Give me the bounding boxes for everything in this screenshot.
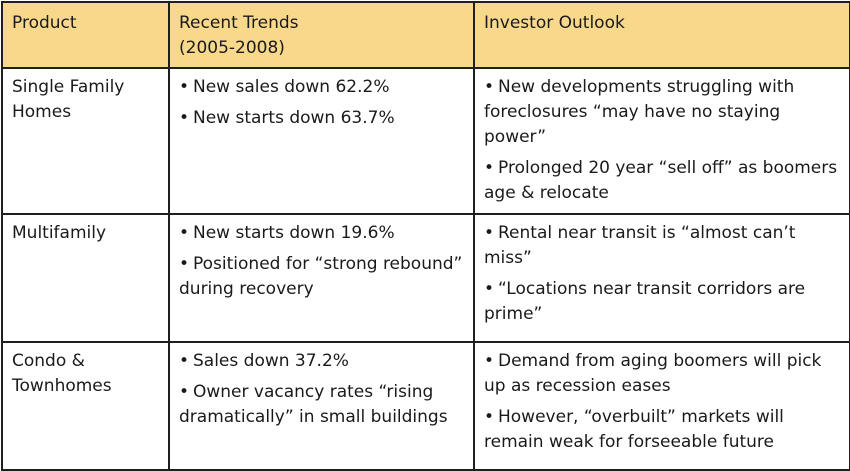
header-investor-outlook-label: Investor Outlook: [484, 13, 625, 33]
bullet-icon: •: [179, 254, 190, 274]
bullet-icon: •: [179, 351, 190, 371]
outlook-bullet: • Rental near transit is “almost can’t mi…: [484, 221, 841, 271]
bullet-icon: •: [179, 223, 190, 243]
outlook-cell: • Rental near transit is “almost can’t mi…: [473, 213, 850, 343]
outlook-bullet: • Prolonged 20 year “sell off” as boomers…: [484, 156, 841, 206]
table-row: Condo & Townhomes • Sales down 37.2% • Owner …: [1, 341, 850, 471]
trend-bullet-text: New starts down 19.6%: [193, 223, 395, 243]
outlook-bullet-text: Demand from aging boomers will pick up a…: [484, 351, 822, 396]
bullet-icon: •: [179, 77, 190, 97]
header-recent-trends: Recent Trends (2005-2008): [168, 1, 475, 69]
trend-bullet-text: New sales down 62.2%: [193, 77, 390, 97]
header-product: Product: [1, 1, 170, 69]
trend-cell: • New starts down 19.6% • Positioned for “s…: [168, 213, 475, 343]
outlook-bullet: • Demand from aging boomers will pick up …: [484, 349, 841, 399]
trend-bullet: • Sales down 37.2%: [179, 349, 465, 374]
outlook-bullet-text: Prolonged 20 year “sell off” as boomers …: [484, 158, 838, 203]
bullet-icon: •: [484, 279, 495, 299]
header-product-label: Product: [12, 13, 77, 33]
product-label-line: Homes: [12, 102, 72, 122]
outlook-bullet-text: New developments struggling with foreclo…: [484, 77, 795, 147]
trend-bullet: • New sales down 62.2%: [179, 75, 465, 100]
trend-bullet: • Positioned for “strong rebound” during …: [179, 252, 465, 302]
outlook-bullet: • However, “overbuilt” markets will remai…: [484, 405, 841, 455]
bullet-icon: •: [484, 158, 495, 178]
trend-bullet-text: New starts down 63.7%: [193, 108, 395, 128]
bullet-icon: •: [484, 407, 495, 427]
product-label-line: Single Family: [12, 77, 125, 97]
product-cell: Single Family Homes: [1, 67, 170, 215]
table-body: Single Family Homes • New sales down 62.2% •…: [1, 67, 850, 471]
product-cell: Multifamily: [1, 213, 170, 343]
trend-cell: • New sales down 62.2% • New starts down 63…: [168, 67, 475, 215]
trend-bullet: • New starts down 19.6%: [179, 221, 465, 246]
trend-bullet-text: Sales down 37.2%: [193, 351, 349, 371]
header-recent-trends-period: (2005-2008): [179, 38, 285, 58]
outlook-bullet-text: Rental near transit is “almost can’t mis…: [484, 223, 796, 268]
header-recent-trends-label: Recent Trends: [179, 13, 299, 33]
product-cell: Condo & Townhomes: [1, 341, 170, 471]
outlook-bullet: • “Locations near transit corridors are p…: [484, 277, 841, 327]
trend-cell: • Sales down 37.2% • Owner vacancy rates “r…: [168, 341, 475, 471]
bullet-icon: •: [179, 382, 190, 402]
product-label-line: Condo &: [12, 351, 85, 371]
bullet-icon: •: [484, 351, 495, 371]
product-label-line: Townhomes: [12, 376, 112, 396]
trend-bullet-text: Positioned for “strong rebound” during r…: [179, 254, 463, 299]
outlook-bullet-text: However, “overbuilt” markets will remain…: [484, 407, 784, 452]
outlook-cell: • New developments struggling with forecl…: [473, 67, 850, 215]
product-label-line: Multifamily: [12, 223, 107, 243]
outlook-bullet: • New developments struggling with forecl…: [484, 75, 841, 150]
trend-bullet: • New starts down 63.7%: [179, 106, 465, 131]
trend-bullet-text: Owner vacancy rates “rising dramatically…: [179, 382, 448, 427]
table-row: Single Family Homes • New sales down 62.2% •…: [1, 67, 850, 215]
header-investor-outlook: Investor Outlook: [473, 1, 850, 69]
outlook-bullet-text: “Locations near transit corridors are pr…: [484, 279, 806, 324]
bullet-icon: •: [484, 223, 495, 243]
table-header-row: Product Recent Trends (2005-2008) Invest…: [1, 1, 850, 69]
bullet-icon: •: [179, 108, 190, 128]
trend-bullet: • Owner vacancy rates “rising dramaticall…: [179, 380, 465, 430]
table-row: Multifamily • New starts down 19.6% • Positi…: [1, 213, 850, 343]
bullet-icon: •: [484, 77, 495, 97]
outlook-cell: • Demand from aging boomers will pick up …: [473, 341, 850, 471]
